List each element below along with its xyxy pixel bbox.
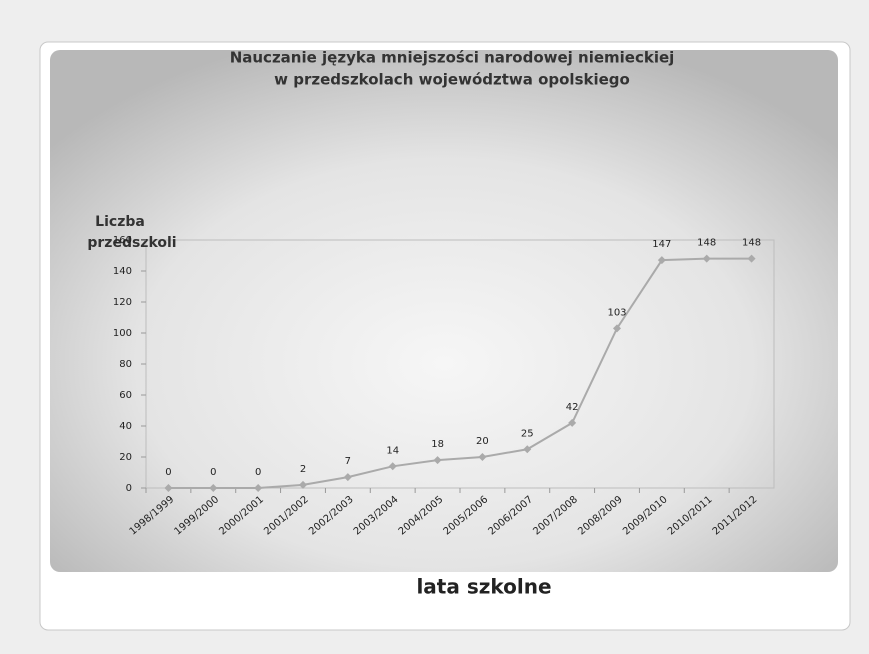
data-point — [433, 456, 442, 465]
chart-title: w przedszkolach województwa opolskiego — [274, 71, 630, 89]
data-point — [299, 480, 307, 489]
data-label: 25 — [521, 428, 534, 439]
y-tick-label: 160 — [113, 235, 132, 246]
data-point — [568, 418, 577, 427]
data-label: 148 — [742, 238, 761, 249]
y-tick-label: 40 — [119, 421, 132, 432]
data-point — [657, 256, 666, 265]
y-tick-label: 140 — [113, 266, 132, 277]
data-point — [388, 462, 397, 471]
data-label: 0 — [210, 467, 216, 478]
x-axis-label: lata szkolne — [416, 575, 551, 599]
data-point — [254, 484, 263, 492]
y-axis-label: Liczba — [95, 214, 145, 230]
data-point — [523, 445, 532, 454]
data-point — [613, 324, 621, 333]
data-label: 20 — [476, 436, 489, 447]
data-point — [702, 254, 711, 263]
data-label: 42 — [566, 402, 579, 413]
data-label: 14 — [386, 445, 399, 456]
data-label: 2 — [300, 464, 306, 475]
data-point — [164, 484, 173, 492]
chart-panel — [50, 50, 838, 572]
data-point — [343, 473, 352, 482]
data-label: 0 — [165, 467, 171, 478]
y-axis-label: przedszkoli — [87, 235, 176, 251]
y-tick-label: 60 — [119, 390, 132, 401]
data-label: 103 — [607, 307, 626, 318]
data-label: 18 — [431, 439, 444, 450]
chart-title: Nauczanie języka mniejszości narodowej n… — [230, 49, 675, 67]
data-label: 7 — [345, 456, 351, 467]
y-tick-label: 80 — [119, 359, 132, 370]
y-tick-label: 20 — [119, 452, 132, 463]
data-point — [747, 254, 756, 263]
data-label: 148 — [697, 238, 716, 249]
data-point — [478, 453, 487, 461]
y-tick-label: 120 — [113, 297, 132, 308]
data-label: 147 — [652, 239, 671, 250]
y-tick-label: 100 — [113, 328, 132, 339]
data-point — [209, 484, 218, 492]
y-tick-label: 0 — [126, 483, 132, 494]
data-label: 0 — [255, 467, 261, 478]
series-line — [168, 257, 752, 489]
